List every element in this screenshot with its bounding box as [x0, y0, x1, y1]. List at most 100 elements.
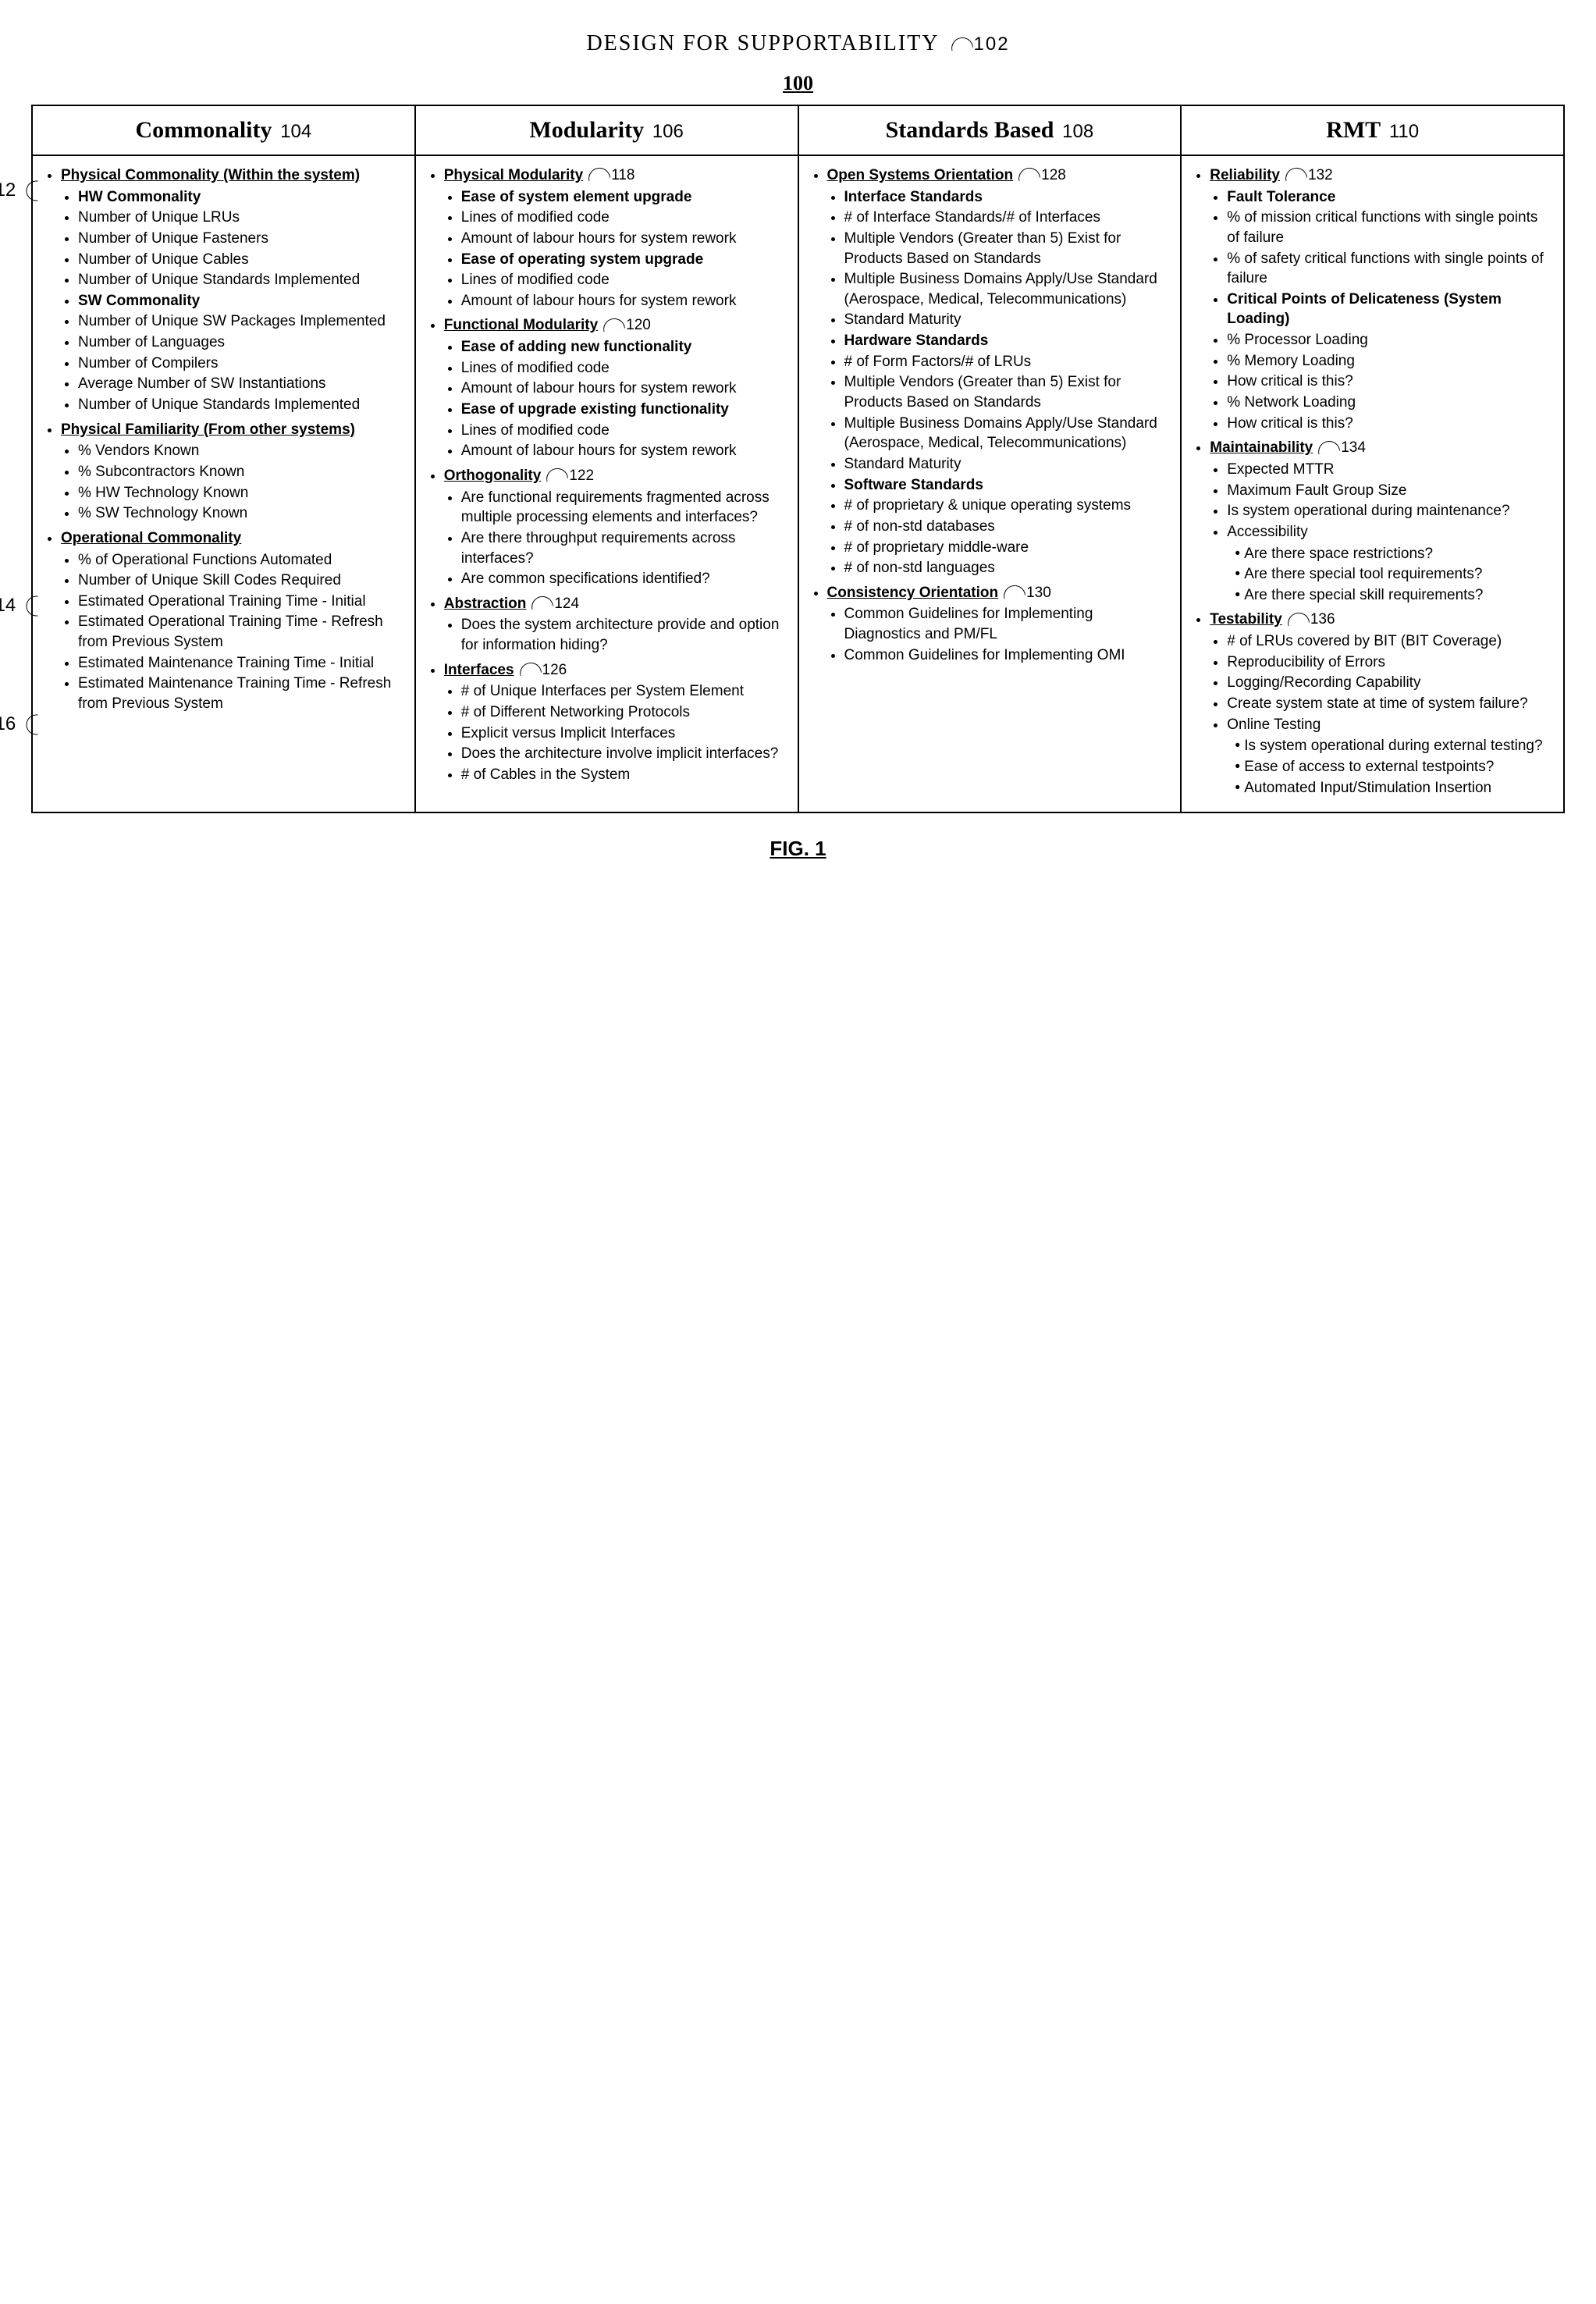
- column-reference: 110: [1384, 121, 1419, 142]
- subgroup-label: Software Standards: [844, 477, 983, 493]
- nested-item: Is system operational during external te…: [1244, 736, 1552, 756]
- detail-item: Estimated Operational Training Time - In…: [78, 592, 403, 612]
- group-item: Physical Familiarity (From other systems…: [61, 420, 403, 440]
- group-label: Maintainability: [1210, 439, 1313, 456]
- group-sublist: % Vendors Known% Subcontractors Known% H…: [61, 441, 403, 524]
- detail-item: Create system state at time of system fa…: [1227, 694, 1552, 714]
- detail-item: # of Cables in the System: [461, 765, 787, 785]
- detail-item: Amount of labour hours for system rework: [461, 291, 787, 311]
- detail-item: Amount of labour hours for system rework: [461, 229, 787, 249]
- detail-item: # of proprietary & unique operating syst…: [844, 496, 1170, 516]
- detail-item: # of Unique Interfaces per System Elemen…: [461, 681, 787, 702]
- group-item: Abstraction124: [444, 594, 787, 614]
- detail-item: % of Operational Functions Automated: [78, 550, 403, 571]
- detail-item: % Memory Loading: [1227, 351, 1552, 372]
- group-label: Physical Commonality (Within the system): [61, 167, 360, 183]
- header-row: Commonality 104Modularity 106Standards B…: [32, 105, 1564, 155]
- group-reference: 122: [546, 466, 594, 486]
- group-sublist: Interface Standards# of Interface Standa…: [827, 187, 1170, 578]
- detail-item: Online Testing: [1227, 715, 1552, 735]
- group-sublist: Fault Tolerance% of mission critical fun…: [1210, 187, 1552, 434]
- side-reference: 116: [0, 712, 39, 737]
- group-label: Physical Familiarity (From other systems…: [61, 421, 355, 438]
- subgroup-item: Ease of system element upgrade: [461, 187, 787, 208]
- detail-item: Number of Unique Standards Implemented: [78, 395, 403, 415]
- modularity-list: Physical Modularity118Ease of system ele…: [427, 165, 787, 785]
- subgroup-item: Ease of operating system upgrade: [461, 250, 787, 270]
- group-reference: 136: [1287, 610, 1335, 630]
- side-reference: 114: [0, 593, 39, 618]
- nested-item: Are there space restrictions?: [1244, 544, 1552, 564]
- group-label: Abstraction: [444, 596, 527, 612]
- detail-item: Number of Unique SW Packages Implemented: [78, 311, 403, 332]
- doc-title-row: DESIGN FOR SUPPORTABILITY 102: [31, 31, 1565, 56]
- detail-item: How critical is this?: [1227, 414, 1552, 434]
- page-reference: 100: [31, 72, 1565, 95]
- subgroup-label: Ease of upgrade existing functionality: [461, 401, 729, 418]
- group-item: Physical Commonality (Within the system): [61, 165, 403, 186]
- commonality-list: Physical Commonality (Within the system)…: [44, 165, 403, 714]
- detail-item: # of Interface Standards/# of Interfaces: [844, 208, 1170, 228]
- detail-item: Logging/Recording Capability: [1227, 673, 1552, 693]
- detail-item: # of proprietary middle-ware: [844, 538, 1170, 558]
- group-label: Consistency Orientation: [827, 585, 999, 601]
- group-item: Reliability132: [1210, 165, 1552, 186]
- detail-item: Are functional requirements fragmented a…: [461, 488, 787, 528]
- subgroup-item: Interface Standards: [844, 187, 1170, 208]
- group-sublist: Ease of system element upgrade Lines of m…: [444, 187, 787, 311]
- detail-item: Standard Maturity: [844, 310, 1170, 330]
- detail-item: % Processor Loading: [1227, 330, 1552, 350]
- column-header: RMT 110: [1181, 105, 1564, 155]
- detail-item: Lines of modified code: [461, 421, 787, 441]
- detail-item: Is system operational during maintenance…: [1227, 501, 1552, 521]
- subgroup-label: Hardware Standards: [844, 332, 989, 349]
- detail-item: Maximum Fault Group Size: [1227, 481, 1552, 501]
- detail-item: Does the system architecture provide and…: [461, 615, 787, 655]
- group-reference: 124: [531, 594, 579, 614]
- detail-item: % SW Technology Known: [78, 503, 403, 524]
- detail-item: Common Guidelines for Implementing OMI: [844, 645, 1170, 666]
- group-item: Operational Commonality: [61, 528, 403, 549]
- group-reference: 130: [1003, 583, 1051, 603]
- page-container: DESIGN FOR SUPPORTABILITY 102 100 Common…: [31, 31, 1565, 861]
- detail-item: Number of Unique Skill Codes Required: [78, 571, 403, 591]
- detail-item: Number of Unique Fasteners: [78, 229, 403, 249]
- detail-item: Amount of labour hours for system rework: [461, 441, 787, 461]
- detail-item: # of LRUs covered by BIT (BIT Coverage): [1227, 631, 1552, 652]
- detail-item: Multiple Business Domains Apply/Use Stan…: [844, 269, 1170, 309]
- detail-item: % Subcontractors Known: [78, 462, 403, 482]
- subgroup-label: Ease of system element upgrade: [461, 189, 692, 205]
- column-reference: 106: [647, 121, 684, 142]
- detail-item: % of safety critical functions with sing…: [1227, 249, 1552, 289]
- subgroup-label: Ease of adding new functionality: [461, 339, 692, 355]
- group-reference: 120: [602, 315, 651, 336]
- detail-item: Multiple Vendors (Greater than 5) Exist …: [844, 372, 1170, 412]
- nested-sublist: Is system operational during external te…: [1227, 736, 1552, 798]
- detail-item: Number of Unique Standards Implemented: [78, 270, 403, 290]
- detail-item: # of non-std databases: [844, 517, 1170, 537]
- group-label: Functional Modularity: [444, 317, 598, 333]
- group-reference: 126: [519, 660, 567, 681]
- group-sublist: % of Operational Functions AutomatedNumb…: [61, 550, 403, 714]
- detail-item: Lines of modified code: [461, 270, 787, 290]
- detail-item: Accessibility: [1227, 522, 1552, 542]
- standards-list: Open Systems Orientation128Interface Sta…: [810, 165, 1170, 665]
- detail-item: # of Form Factors/# of LRUs: [844, 352, 1170, 372]
- column-reference: 104: [275, 121, 312, 142]
- detail-item: Number of Compilers: [78, 354, 403, 374]
- subgroup-label: Fault Tolerance: [1227, 189, 1335, 205]
- subgroup-item: SW Commonality: [78, 291, 403, 311]
- subgroup-item: Hardware Standards: [844, 331, 1170, 351]
- detail-item: Are common specifications identified?: [461, 569, 787, 589]
- subgroup-item: Ease of upgrade existing functionality: [461, 400, 787, 420]
- group-item: Functional Modularity120: [444, 315, 787, 336]
- rmt-cell: Reliability132Fault Tolerance% of missio…: [1181, 155, 1564, 812]
- detail-item: Are there throughput requirements across…: [461, 528, 787, 568]
- detail-item: # of non-std languages: [844, 558, 1170, 578]
- group-reference: 118: [588, 165, 634, 186]
- nested-item: Automated Input/Stimulation Insertion: [1244, 778, 1552, 798]
- group-item: Orthogonality122: [444, 466, 787, 486]
- group-item: Consistency Orientation130: [827, 583, 1170, 603]
- modularity-cell: Physical Modularity118Ease of system ele…: [415, 155, 798, 812]
- group-label: Orthogonality: [444, 468, 542, 484]
